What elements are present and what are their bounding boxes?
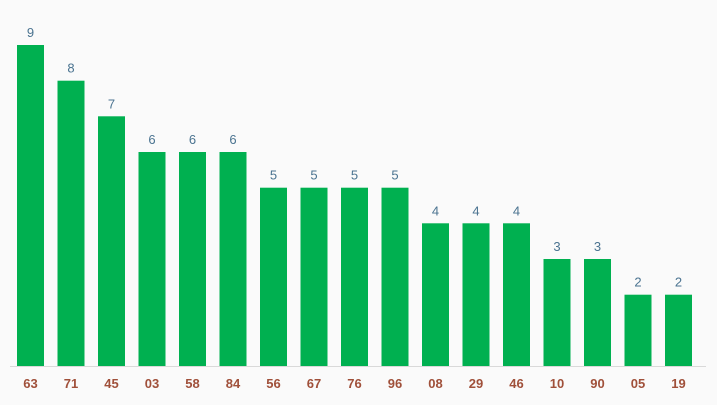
category-tick-label: 46 [509,376,523,391]
category-tick-label: 56 [266,376,280,391]
bar-value-label: 4 [432,203,439,218]
bar-value-label: 7 [108,96,115,111]
bar-56 [260,187,287,366]
bar-value-label: 5 [351,168,358,183]
bar-90 [584,259,611,366]
bar-value-label: 4 [513,203,520,218]
bar-67 [300,187,328,366]
category-tick-label: 10 [550,376,564,391]
category-tick-label: 08 [428,376,442,391]
bar-value-label: 2 [675,275,682,290]
category-tick-label: 45 [104,376,118,391]
bar-value-label: 8 [67,61,74,76]
bar-value-label: 6 [189,132,196,147]
bar-10 [543,259,571,366]
category-tick-label: 19 [671,376,685,391]
bar-03 [138,152,166,366]
category-tick-label: 03 [145,376,159,391]
bar-value-label: 5 [391,168,398,183]
bar-19 [665,294,692,366]
bar-value-label: 2 [634,275,641,290]
category-tick-label: 71 [64,376,78,391]
bar-value-label: 4 [472,203,479,218]
bar-63 [17,45,44,366]
bar-value-label: 6 [148,132,155,147]
bar-84 [219,152,247,366]
category-tick-label: 67 [307,376,321,391]
category-tick-label: 29 [469,376,483,391]
bar-29 [462,223,490,366]
bar-value-label: 5 [270,168,277,183]
bar-58 [179,152,206,366]
category-tick-label: 05 [631,376,645,391]
bar-08 [422,223,449,366]
bar-value-label: 3 [594,239,601,254]
category-tick-label: 96 [388,376,402,391]
bar-value-label: 3 [553,239,560,254]
category-tick-label: 90 [590,376,604,391]
category-tick-label: 58 [185,376,199,391]
bar-value-label: 6 [229,132,236,147]
bar-71 [57,80,85,366]
category-tick-label: 84 [226,376,241,391]
bar-46 [503,223,530,366]
category-labels-group: 63 71 45 03 58 84 56 67 76 96 08 29 46 10 90 05 19 [23,376,685,391]
bar-45 [98,116,125,366]
bar-96 [381,187,409,366]
bars-group [17,45,692,366]
bar-value-label: 5 [310,168,317,183]
value-labels-group: 9 8 7 6 6 6 5 5 5 5 4 4 4 3 3 2 2 [27,25,682,290]
bar-value-label: 9 [27,25,34,40]
bar-05 [624,294,652,366]
category-tick-label: 76 [347,376,361,391]
bar-76 [341,187,368,366]
category-tick-label: 63 [23,376,37,391]
